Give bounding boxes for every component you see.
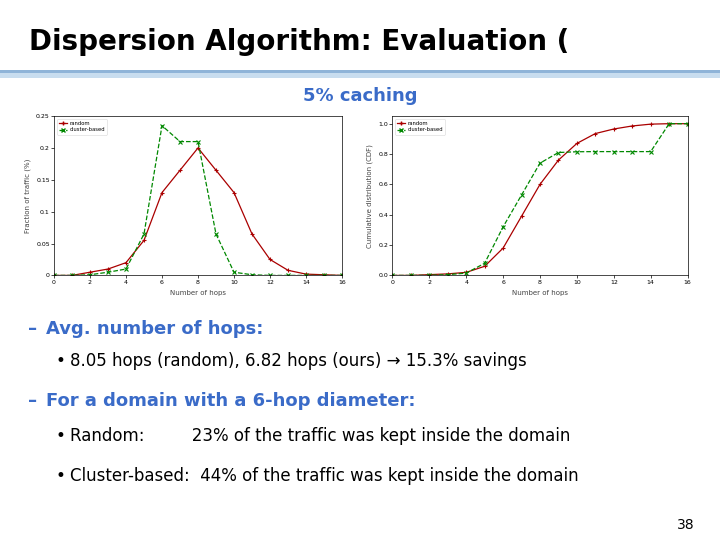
Text: cont'd: cont'd [570, 205, 666, 233]
Legend: random, cluster-based: random, cluster-based [395, 119, 446, 134]
Text: For a domain with a 6-hop diameter:: For a domain with a 6-hop diameter: [46, 392, 415, 410]
Text: Random:         23% of the traffic was kept inside the domain: Random: 23% of the traffic was kept insi… [70, 427, 570, 445]
Text: ): ) [666, 205, 679, 233]
Bar [0, 73, 720, 78]
Text: –: – [28, 320, 37, 339]
Bar [0, 70, 720, 73]
Text: 5% caching: 5% caching [302, 87, 418, 105]
Text: •: • [55, 427, 65, 445]
Legend: random, cluster-based: random, cluster-based [57, 119, 107, 134]
Text: Dispersion Algorithm: Evaluation (: Dispersion Algorithm: Evaluation ( [29, 28, 570, 56]
Y-axis label: Fraction of traffic (%): Fraction of traffic (%) [24, 159, 30, 233]
Text: •: • [55, 352, 65, 370]
X-axis label: Number of hops: Number of hops [512, 290, 568, 296]
Y-axis label: Cumulative distribution (CDF): Cumulative distribution (CDF) [366, 144, 373, 248]
X-axis label: Number of hops: Number of hops [170, 290, 226, 296]
Text: –: – [28, 392, 37, 410]
Text: Avg. number of hops:: Avg. number of hops: [46, 320, 264, 339]
Text: Cluster-based:  44% of the traffic was kept inside the domain: Cluster-based: 44% of the traffic was ke… [70, 467, 579, 485]
Text: 38: 38 [678, 518, 695, 532]
Text: •: • [55, 467, 65, 485]
Text: 8.05 hops (random), 6.82 hops (ours) → 15.3% savings: 8.05 hops (random), 6.82 hops (ours) → 1… [70, 352, 527, 370]
